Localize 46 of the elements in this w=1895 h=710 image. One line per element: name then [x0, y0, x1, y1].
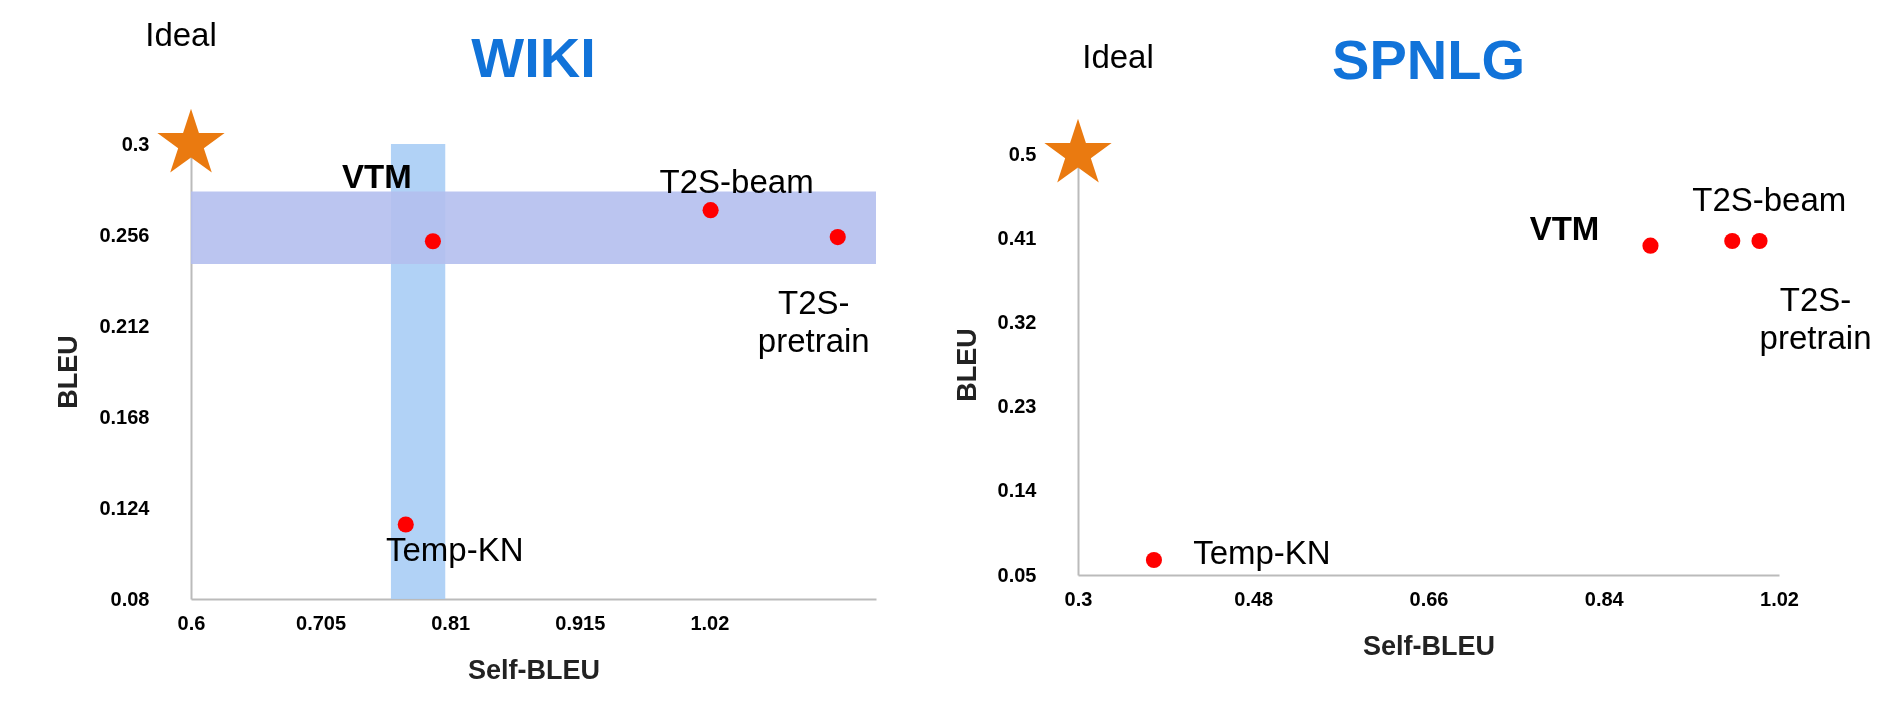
x-axis-title: Self-BLEU	[467, 654, 601, 685]
y-tick-label: 0.14	[997, 479, 1038, 502]
data-label: T2S- pretrain	[1759, 281, 1872, 357]
y-tick-label: 0.256	[99, 223, 150, 246]
y-tick-label: 0.3	[121, 132, 150, 155]
data-label: Temp-KN	[1193, 534, 1331, 572]
data-label: Ideal	[145, 16, 217, 53]
y-tick-label: 0.05	[997, 563, 1037, 586]
data-label: T2S-beam	[1692, 181, 1847, 219]
x-tick-label: 1.02	[690, 611, 730, 634]
point	[1751, 232, 1768, 250]
data-label: VTM	[1529, 209, 1600, 247]
point	[424, 233, 441, 250]
x-tick-label: 0.66	[1409, 587, 1449, 610]
x-tick-label: 0.81	[431, 611, 471, 634]
point	[1642, 237, 1659, 254]
y-tick-label: 0.168	[99, 405, 150, 428]
y-axis-title: BLEU	[951, 328, 982, 402]
x-axis-title: Self-BLEU	[1362, 630, 1496, 661]
point	[702, 202, 719, 219]
data-label: T2S- pretrain	[757, 284, 870, 360]
y-tick-label: 0.08	[110, 587, 150, 610]
data-label: VTM	[342, 158, 412, 196]
y-tick-label: 0.23	[997, 395, 1037, 418]
x-tick-label: 0.3	[1064, 587, 1093, 610]
x-tick-label: 0.705	[296, 611, 347, 634]
x-tick-label: 0.84	[1584, 587, 1625, 610]
data-label: T2S-beam	[659, 163, 814, 201]
y-tick-label: 0.5	[1008, 142, 1037, 165]
x-tick-label: 0.48	[1234, 587, 1274, 610]
data-label: Ideal	[1082, 38, 1154, 75]
y-tick-label: 0.212	[99, 314, 150, 337]
chart-title: SPNLG	[1332, 28, 1525, 91]
point	[397, 516, 414, 533]
y-tick-label: 0.124	[99, 496, 151, 519]
data-label: Temp-KN	[385, 530, 524, 568]
y-axis-title: BLEU	[53, 335, 84, 409]
x-tick-label: 0.915	[555, 611, 606, 634]
point	[1145, 551, 1162, 569]
point	[1724, 232, 1741, 250]
y-tick-label: 0.32	[997, 310, 1037, 333]
chart-title: WIKI	[471, 26, 596, 89]
y-tick-label: 0.41	[997, 226, 1037, 249]
point	[829, 229, 846, 246]
x-tick-label: 1.02	[1760, 587, 1799, 610]
x-tick-label: 0.6	[177, 611, 206, 634]
